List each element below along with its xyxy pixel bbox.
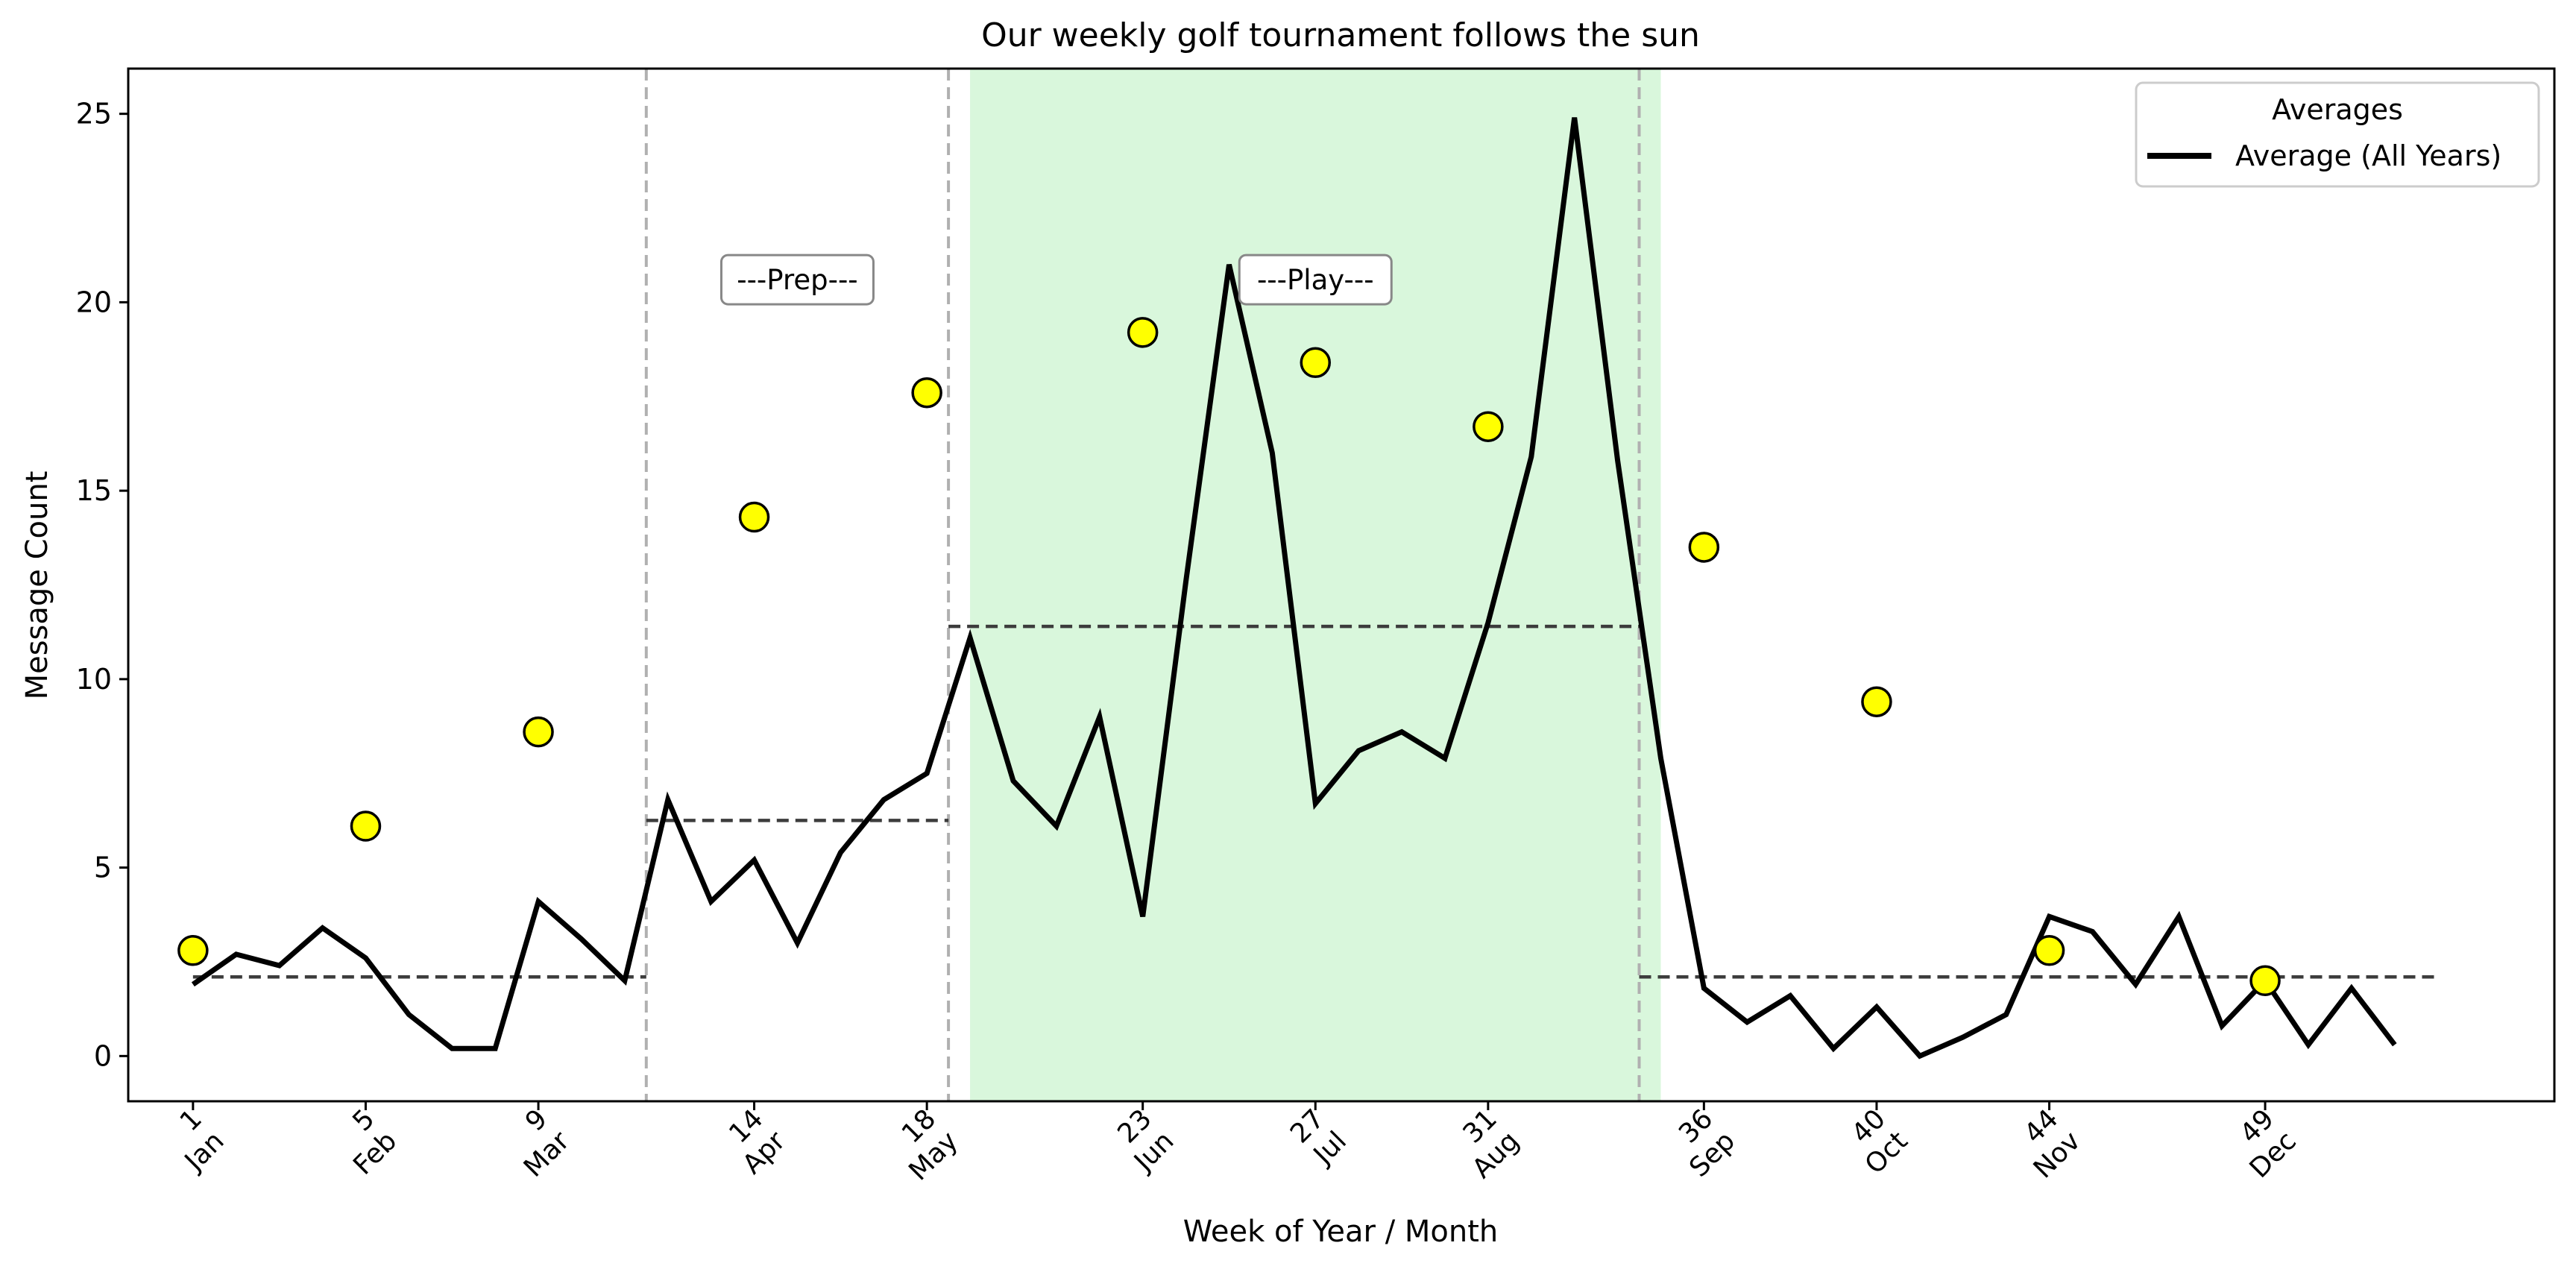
phase-annotation-box	[719, 254, 875, 306]
plot-frame	[127, 67, 2556, 1103]
x-axis-label: Week of Year / Month	[1183, 1215, 1499, 1249]
phase-annotation-box	[1238, 254, 1393, 306]
y-tick-label: 5	[94, 851, 112, 884]
monthly-marker-point	[738, 501, 770, 533]
monthly-marker-point	[1688, 532, 1720, 563]
phase-annotation-label: ---Prep---	[737, 264, 857, 296]
y-tick-label: 25	[76, 98, 112, 130]
monthly-marker-point	[1127, 317, 1159, 348]
legend-title: Averages	[2272, 93, 2403, 126]
monthly-marker-point	[2033, 935, 2065, 966]
monthly-marker-point	[911, 377, 942, 409]
monthly-marker-point	[1473, 411, 1504, 442]
y-axis-label: Message Count	[20, 471, 54, 700]
chart-title: Our weekly golf tournament follows the s…	[981, 16, 1700, 54]
plot-area: ---Prep--- ---Play---	[177, 69, 2438, 1101]
phase-annotation-label: ---Play---	[1257, 264, 1374, 296]
play-season-shading	[970, 69, 1661, 1101]
legend-entry-label: Average (All Years)	[2235, 139, 2501, 172]
monthly-marker-point	[2249, 965, 2281, 996]
monthly-marker-point	[1300, 347, 1332, 379]
y-tick-label: 15	[76, 474, 112, 507]
monthly-marker-point	[523, 716, 554, 748]
y-tick-label: 10	[76, 663, 112, 696]
legend: Averages Average (All Years)	[2135, 81, 2540, 188]
monthly-marker-point	[177, 935, 209, 966]
average-line-series	[191, 117, 2397, 1060]
y-tick-label: 20	[76, 286, 112, 318]
monthly-marker-point	[350, 810, 382, 842]
legend-box	[2135, 81, 2540, 188]
y-tick-label: 0	[94, 1039, 112, 1072]
monthly-marker-point	[1861, 686, 1892, 717]
